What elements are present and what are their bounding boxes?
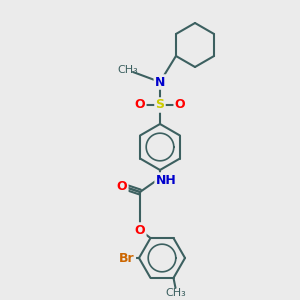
Text: O: O [135, 224, 145, 236]
Text: NH: NH [156, 173, 176, 187]
Text: Br: Br [119, 251, 135, 265]
Text: O: O [117, 179, 127, 193]
Text: CH₃: CH₃ [165, 288, 186, 298]
Text: CH₃: CH₃ [118, 65, 138, 75]
Text: S: S [155, 98, 164, 112]
Text: O: O [135, 98, 145, 112]
Text: N: N [155, 76, 165, 88]
Text: O: O [175, 98, 185, 112]
